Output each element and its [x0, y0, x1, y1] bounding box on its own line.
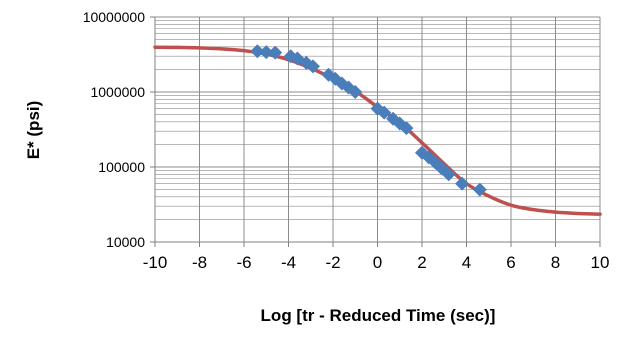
y-axis-label: E* (psi): [24, 101, 43, 160]
x-tick-label: -10: [143, 253, 168, 272]
data-point-marker: [305, 59, 320, 74]
y-tick-label: 10000: [106, 234, 145, 250]
x-tick-label: -8: [192, 253, 207, 272]
data-point-marker: [399, 121, 414, 136]
axes: [150, 16, 601, 247]
data-point-marker: [290, 51, 305, 66]
data-point-marker: [455, 176, 470, 191]
data-point-marker: [250, 44, 265, 59]
x-tick-label: 6: [506, 253, 515, 272]
data-point-marker: [259, 45, 274, 60]
x-tick-label: 2: [417, 253, 426, 272]
x-tick-label: 8: [551, 253, 560, 272]
x-tick-label: 0: [373, 253, 382, 272]
data-point-marker: [472, 182, 487, 197]
y-tick-labels: 10000 100000 1000000 10000000: [83, 9, 146, 250]
x-axis-label: Log [tr - Reduced Time (sec)]: [261, 306, 496, 325]
data-point-marker: [377, 105, 392, 120]
data-point-marker: [299, 55, 314, 70]
x-tick-label: -4: [281, 253, 296, 272]
data-point-marker: [268, 45, 283, 60]
y-tick-label: 10000000: [83, 9, 146, 25]
data-point-marker: [441, 167, 456, 182]
x-tick-label: -2: [325, 253, 340, 272]
x-tick-label: -6: [236, 253, 251, 272]
data-markers: [250, 44, 487, 197]
y-tick-label: 1000000: [90, 84, 145, 100]
y-tick-label: 100000: [98, 159, 145, 175]
x-tick-labels: -10 -8 -6 -4 -2 0 2 4 6 8 10: [143, 253, 610, 272]
x-tick-label: 4: [462, 253, 471, 272]
data-point-marker: [348, 85, 363, 99]
data-point-marker: [392, 116, 407, 131]
x-tick-label: 10: [591, 253, 610, 272]
